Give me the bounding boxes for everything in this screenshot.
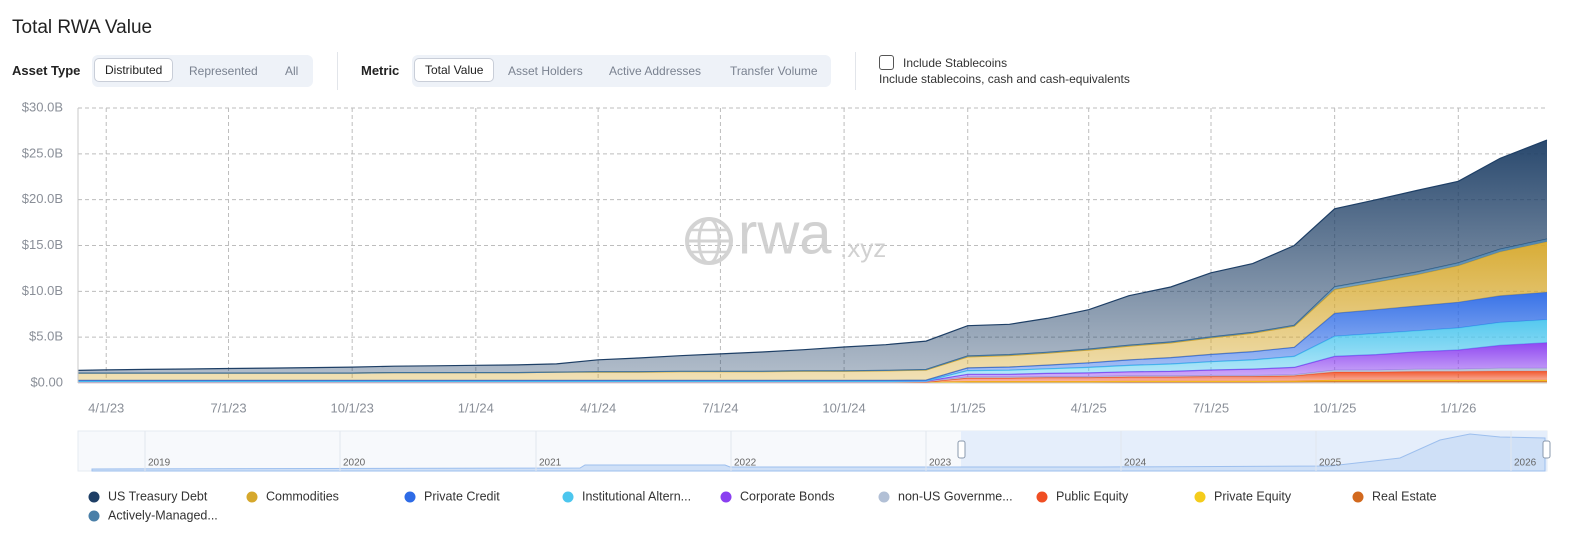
- metric-option[interactable]: Asset Holders: [508, 64, 583, 78]
- watermark-text: rwa: [738, 201, 832, 266]
- area-fill: [78, 319, 1547, 382]
- legend-item[interactable]: Real Estate: [1352, 489, 1437, 503]
- axes: $0.00 $5.0B $10.0B $15.0B $20.0B $25.0B $30.0B…: [22, 99, 1547, 415]
- legend-item[interactable]: Institutional Altern...: [562, 489, 692, 503]
- watermark-suffix: .xyz: [840, 233, 886, 263]
- x-tick-label: 1/1/26: [1440, 400, 1476, 415]
- metric-label: Metric: [361, 63, 400, 78]
- x-tick-label: 4/1/24: [580, 400, 616, 415]
- legend-label: non-US Governme...: [898, 489, 1013, 503]
- metric-option[interactable]: Transfer Volume: [730, 64, 818, 78]
- navigator-label: 2024: [1124, 458, 1147, 469]
- area-line: [77, 139, 1548, 371]
- legend-item[interactable]: Private Credit: [404, 489, 501, 503]
- legend-item[interactable]: Commodities: [246, 489, 339, 503]
- x-tick-label: 10/1/23: [330, 400, 373, 415]
- y-tick-label: $5.0B: [29, 329, 63, 344]
- watermark: rwa .xyz: [685, 201, 886, 266]
- x-tick-label: 4/1/23: [88, 400, 124, 415]
- legend-swatch: [720, 491, 732, 503]
- divider: [855, 52, 856, 90]
- legend-label: Public Equity: [1056, 489, 1129, 503]
- y-tick-label: $25.0B: [22, 145, 63, 160]
- x-tick-label: 7/1/24: [702, 400, 738, 415]
- legend-item[interactable]: Public Equity: [1036, 489, 1130, 503]
- navigator-label: 2021: [539, 458, 562, 469]
- area-fill: [78, 292, 1547, 382]
- asset-type-option[interactable]: Represented: [189, 64, 258, 78]
- metric-option[interactable]: Active Addresses: [609, 64, 702, 78]
- legend-item[interactable]: US Treasury Debt: [88, 489, 208, 503]
- navigator-label: 2022: [734, 458, 757, 469]
- x-tick-label: 4/1/25: [1071, 400, 1107, 415]
- legend-label: Corporate Bonds: [740, 489, 835, 503]
- x-tick-label: 1/1/25: [950, 400, 986, 415]
- area-fill: [78, 241, 1547, 381]
- x-tick-label: 10/1/24: [822, 400, 865, 415]
- stablecoins-description: Include stablecoins, cash and cash-equiv…: [879, 72, 1130, 86]
- legend-swatch: [404, 491, 416, 503]
- y-tick-label: $20.0B: [22, 191, 63, 206]
- legend-item[interactable]: Private Equity: [1194, 489, 1292, 503]
- x-tick-label: 10/1/25: [1313, 400, 1356, 415]
- divider: [337, 52, 338, 90]
- legend-label: Commodities: [266, 489, 339, 503]
- legend-label: Real Estate: [1372, 489, 1437, 503]
- navigator-label: 2023: [929, 458, 952, 469]
- x-tick-label: 1/1/24: [458, 400, 494, 415]
- x-tick-label: 7/1/25: [1193, 400, 1229, 415]
- area-fill: [78, 140, 1547, 374]
- legend-swatch: [878, 491, 890, 503]
- area-fill: [78, 371, 1547, 383]
- navigator: 2019 2020 2021 2022 2023 2024 2025 2026: [77, 430, 1551, 472]
- navigator-label: 2020: [343, 458, 366, 469]
- stablecoins-checkbox[interactable]: [879, 55, 894, 70]
- area-fill: [78, 342, 1547, 382]
- legend-swatch: [1352, 491, 1364, 503]
- navigator-handle[interactable]: [1542, 440, 1551, 459]
- navigator-series: [91, 433, 1546, 472]
- y-tick-label: $10.0B: [22, 283, 63, 298]
- y-tick-label: $30.0B: [22, 99, 63, 114]
- legend-item[interactable]: Corporate Bonds: [720, 489, 835, 503]
- y-tick-label: $15.0B: [22, 237, 63, 252]
- legend-swatch: [1194, 491, 1206, 503]
- stablecoins-label[interactable]: Include Stablecoins: [903, 56, 1008, 70]
- legend-item[interactable]: Actively-Managed...: [88, 508, 218, 522]
- legend-label: Institutional Altern...: [582, 489, 691, 503]
- asset-type-option[interactable]: All: [285, 64, 299, 78]
- x-tick-label: 7/1/23: [210, 400, 246, 415]
- legend-swatch: [1036, 491, 1048, 503]
- legend-swatch: [88, 491, 100, 503]
- legend-label: Private Equity: [1214, 489, 1292, 503]
- navigator-handle[interactable]: [957, 440, 966, 459]
- legend-swatch: [246, 491, 258, 503]
- legend-label: Private Credit: [424, 489, 500, 503]
- legend-swatch: [562, 491, 574, 503]
- metric-option[interactable]: Total Value: [414, 58, 495, 82]
- page-title: Total RWA Value: [12, 17, 153, 38]
- navigator-label: 2019: [148, 458, 171, 469]
- legend: US Treasury Debt Commodities Private Credi…: [88, 489, 1437, 522]
- legend-label: Actively-Managed...: [108, 508, 218, 522]
- legend-swatch: [88, 510, 100, 522]
- legend-label: US Treasury Debt: [108, 489, 208, 503]
- asset-type-option[interactable]: Distributed: [94, 58, 174, 82]
- grid: [78, 107, 1547, 384]
- asset-type-label: Asset Type: [12, 63, 81, 78]
- legend-item[interactable]: non-US Governme...: [878, 489, 1013, 503]
- y-tick-label: $0.00: [30, 374, 63, 389]
- navigator-label: 2025: [1319, 458, 1342, 469]
- navigator-label: 2026: [1514, 458, 1537, 469]
